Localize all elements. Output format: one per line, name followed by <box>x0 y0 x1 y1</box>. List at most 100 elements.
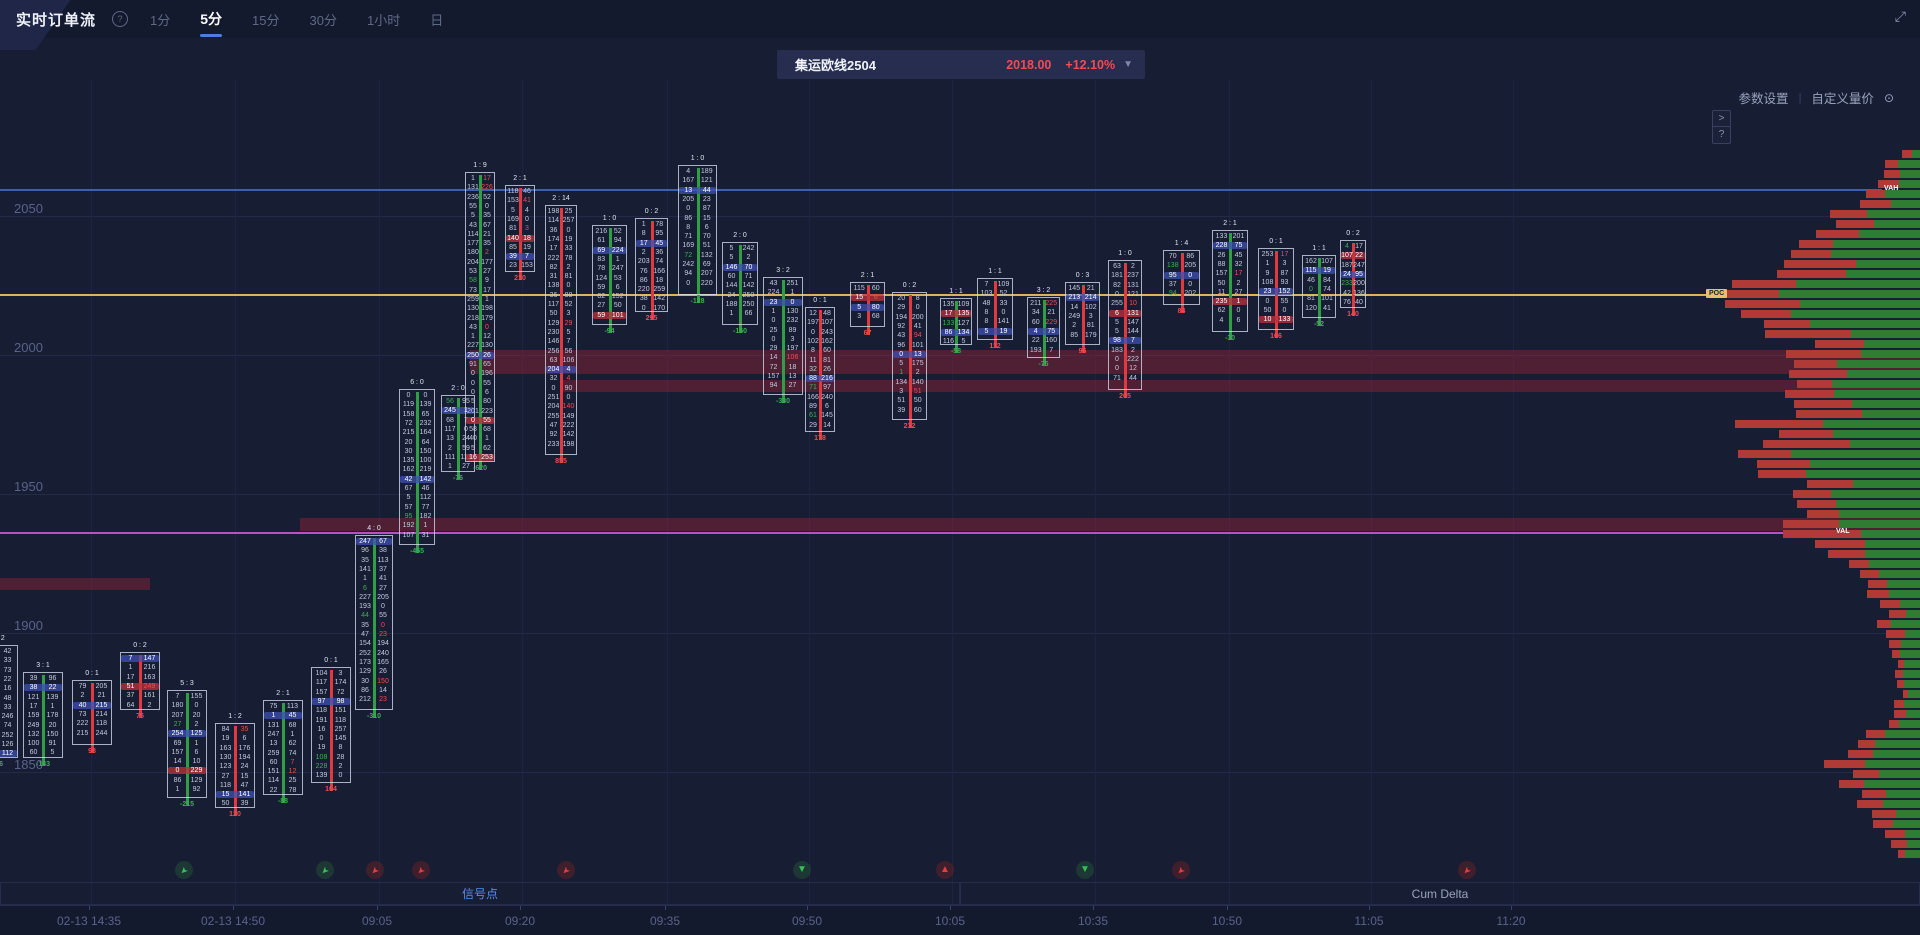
ask-volume: 81 <box>564 273 573 281</box>
footprint-row: 11 27 <box>1213 289 1247 296</box>
ask-volume: 12 <box>288 768 297 776</box>
bid-volume: 158 <box>402 410 415 418</box>
signal-marker-sell-4[interactable]: ➤ <box>557 861 575 879</box>
bid-volume: 25 <box>769 326 778 334</box>
ask-volume: 151 <box>334 707 347 715</box>
footprint-row: 22 78 <box>264 787 302 794</box>
footprint-row: 29 197 <box>764 345 802 352</box>
contract-selector[interactable]: 集运欧线2504 2018.00 +12.10% ▼ <box>777 50 1145 79</box>
footprint-row: 37 161 <box>121 692 159 699</box>
footprint-row: 201 223 <box>466 408 494 415</box>
candle-direction-line <box>479 175 482 470</box>
time-axis[interactable]: 02-13 14:35 02-13 14:50 09:05 09:20 09:35 09:… <box>0 905 1920 935</box>
footprint-candle-31: 4 17 107 22 187 247 24 95 233 200 42 136 76 40 <box>1340 240 1366 308</box>
ask-volume: 1 <box>790 289 795 297</box>
ask-volume: 6 <box>615 283 620 291</box>
signal-marker-sell-3[interactable]: ➤ <box>412 861 430 879</box>
signal-marker-buy-5[interactable]: ▼ <box>793 861 811 879</box>
footprint-row: 203 74 <box>636 258 667 265</box>
ask-volume: 94 <box>613 237 622 245</box>
signal-marker-sell-2[interactable]: ➤ <box>366 861 384 879</box>
time-tick-mark <box>807 906 808 910</box>
signal-marker-buy-7[interactable]: ▼ <box>1076 861 1094 879</box>
tab-timeframe-2[interactable]: 15分 <box>252 12 280 28</box>
volume-profile-bar <box>1757 460 1920 468</box>
candle-delta-total: -128 <box>690 298 705 305</box>
signal-marker-sell-8[interactable]: ➤ <box>1172 861 1190 879</box>
tab-timeframe-1[interactable]: 5分 <box>198 0 224 38</box>
footprint-candle-16: 4 189 167 121 13 44 205 23 0 87 86 15 8 6 71 70 169 51 72 1… <box>678 165 717 295</box>
footprint-row: 39 60 <box>893 407 926 414</box>
ask-volume: 0 <box>566 394 571 401</box>
ask-volume: 1 <box>464 407 468 415</box>
footprint-row: 60 71 <box>723 273 757 280</box>
footprint-row: 254 125 <box>168 730 206 738</box>
bid-volume: 8 <box>641 230 646 238</box>
footprint-row: 32 26 <box>806 366 834 373</box>
price-axis-label-1950: 1950 <box>14 479 43 494</box>
ask-volume: 130 <box>481 342 493 350</box>
ask-volume: 81 <box>1086 322 1095 330</box>
signal-points-pane-title[interactable]: 信号点 <box>461 887 498 901</box>
bid-volume: 1 <box>729 310 734 318</box>
bid-volume: 254 <box>171 730 184 738</box>
tab-timeframe-0[interactable]: 1分 <box>150 12 171 28</box>
bid-volume: 37 <box>1168 280 1177 288</box>
gear-icon[interactable]: ⊙ <box>1883 90 1894 105</box>
bid-volume: 9 <box>1265 269 1270 277</box>
ask-volume: 161 <box>143 692 156 700</box>
bid-volume: 0 <box>1115 365 1119 373</box>
footprint-row: 100 91 <box>24 740 62 747</box>
tab-timeframe-4[interactable]: 1小时 <box>366 12 401 28</box>
custom-volume-price-button[interactable]: 自定义量价 <box>1811 92 1874 106</box>
param-settings-button[interactable]: 参数设置 <box>1738 92 1789 106</box>
bid-volume: 121 <box>27 693 40 701</box>
candle-imbalance-header: 2 : 1 <box>276 690 290 697</box>
candle-imbalance-header: 2 : 1 <box>513 175 527 182</box>
bid-volume: 252 <box>359 649 371 657</box>
ask-volume: 46 <box>523 188 531 195</box>
candle-delta-total: -96 <box>0 761 4 768</box>
ask-volume: 194 <box>238 753 251 761</box>
ask-volume: 22 <box>3 675 12 683</box>
cum-delta-pane-title[interactable]: Cum Delta <box>1411 886 1469 901</box>
candle-delta-total: 75 <box>136 713 144 720</box>
footprint-candle-29: 253 17 1 3 9 87 108 93 23 152 0 55 50 0 10 133 <box>1258 248 1294 330</box>
candle-imbalance-header: 1 : 0 <box>690 155 705 162</box>
bid-volume: 0 <box>1115 290 1119 298</box>
tab-timeframe-5[interactable]: 日 <box>430 12 444 28</box>
volume-profile-bar <box>1886 630 1920 638</box>
ask-volume: 72 <box>336 688 345 696</box>
chevron-down-icon[interactable]: ▼ <box>1123 59 1133 70</box>
bid-volume: 116 <box>942 338 955 346</box>
footprint-row: 130 194 <box>216 754 254 761</box>
help-icon[interactable]: ? <box>112 11 128 27</box>
ask-volume: 52 <box>564 301 573 308</box>
signal-marker-buy-0[interactable]: ➤ <box>175 861 193 879</box>
bid-volume: 86 <box>173 776 182 784</box>
bid-volume: 29 <box>897 304 906 312</box>
candle-direction-line <box>416 392 419 553</box>
panel-help-button[interactable]: ? <box>1712 126 1731 144</box>
bid-volume: 198 <box>547 208 560 215</box>
signal-marker-sell-9[interactable]: ➤ <box>1458 861 1476 879</box>
ask-volume: 229 <box>190 767 203 775</box>
bid-volume: 20 <box>404 438 413 446</box>
ask-volume: 7 <box>1049 346 1054 354</box>
candle-imbalance-header: 1 : 0 <box>1118 250 1132 257</box>
bid-volume: 132 <box>27 730 40 738</box>
signal-marker-sell-6[interactable]: ▲ <box>936 861 954 879</box>
footprint-row: 216 52 <box>593 228 626 235</box>
tab-timeframe-3[interactable]: 30分 <box>309 12 337 28</box>
expand-icon[interactable]: ⤢ <box>1894 8 1906 24</box>
signal-arrow-icon: ➤ <box>415 864 428 877</box>
footprint-row: 69 1 <box>168 740 206 747</box>
bid-volume: 256 <box>547 347 560 355</box>
ask-volume: 4 <box>525 206 529 214</box>
footprint-row: 79 205 <box>73 683 111 690</box>
signal-marker-buy-1[interactable]: ➤ <box>316 861 334 879</box>
footprint-row: 31 81 <box>546 273 576 280</box>
ask-volume: 2 <box>338 763 343 770</box>
footprint-row: 124 53 <box>593 275 626 282</box>
